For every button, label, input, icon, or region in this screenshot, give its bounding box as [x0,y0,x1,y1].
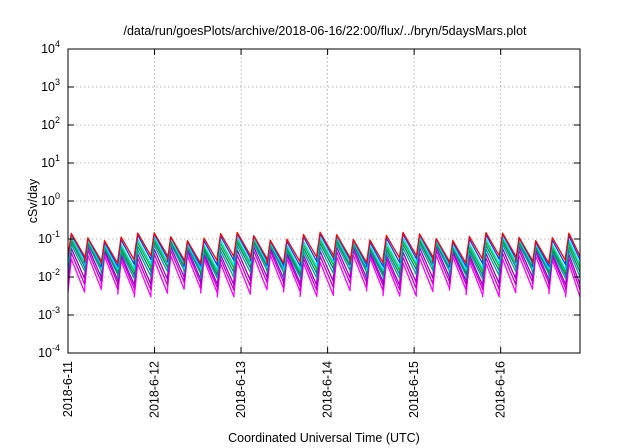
y-axis: 10-4 10-3 10-2 10-1 100 101 102 103 104 [38,39,580,360]
x-tick-label: 2018-6-11 [61,361,75,417]
x-tick-label: 2018-6-15 [407,361,421,418]
y-tick-label: 10-3 [38,305,60,322]
x-tick-label: 2018-6-12 [148,361,162,418]
x-tick-label: 2018-6-13 [234,361,248,418]
series-lines [67,231,581,298]
y-tick-label: 102 [41,115,60,132]
y-tick-label: 101 [41,153,60,170]
series-line [67,231,581,265]
x-tick-label: 2018-6-16 [494,361,508,418]
y-tick-label: 10-2 [38,267,60,284]
y-tick-label: 103 [41,77,60,94]
y-axis-label: cSv/day [26,178,40,223]
y-tick-label: 10-1 [38,229,60,246]
y-tick-label: 104 [41,39,60,56]
y-tick-label: 10-4 [38,343,60,360]
y-tick-label: 100 [41,191,60,208]
x-axis-label: Coordinated Universal Time (UTC) [228,431,420,445]
grid [68,49,580,353]
x-tick-label: 2018-6-14 [321,361,335,418]
x-axis: 2018-6-11 2018-6-12 2018-6-13 2018-6-14 2018… [61,49,508,418]
chart-title: /data/run/goesPlots/archive/2018-06-16/2… [123,24,527,38]
